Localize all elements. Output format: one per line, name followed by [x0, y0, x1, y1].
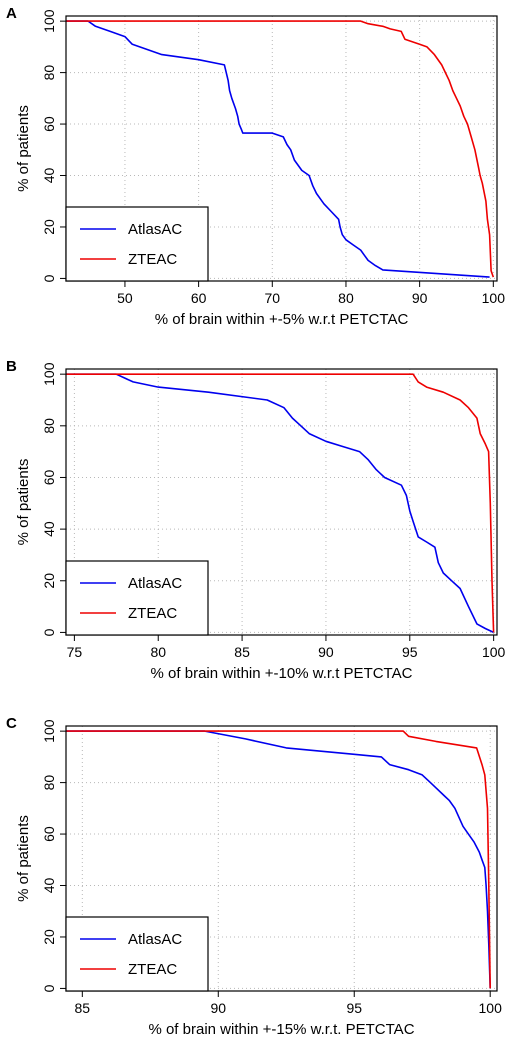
- y-tick-label: 100: [41, 9, 57, 33]
- legend: AtlasAC ZTEAC: [65, 206, 209, 282]
- legend: AtlasAC ZTEAC: [65, 560, 209, 636]
- y-tick-label: 80: [41, 65, 57, 81]
- panel-b: 75 80 85 90 95 100 0 20 40 60 80 100 % of brain with…: [6, 358, 506, 682]
- x-tick-label: 70: [265, 290, 281, 306]
- y-tick-label: 60: [41, 469, 57, 485]
- legend-label-atlasac: AtlasAC: [128, 931, 182, 948]
- x-axis-label: % of brain within +-15% w.r.t. PETCTAC: [148, 1021, 414, 1038]
- y-tick-label: 0: [41, 984, 57, 992]
- legend-label-zteac: ZTEAC: [128, 605, 177, 622]
- y-tick-label: 0: [41, 628, 57, 636]
- x-tick-label: 85: [75, 1000, 91, 1016]
- legend-label-zteac: ZTEAC: [128, 961, 177, 978]
- panel-letter: B: [6, 358, 17, 375]
- x-tick-label: 50: [117, 290, 133, 306]
- y-tick-label: 80: [41, 418, 57, 434]
- legend-label-atlasac: AtlasAC: [128, 575, 182, 592]
- panel-c: 85 90 95 100 0 20 40 60 80 100 % of brain within +…: [6, 715, 502, 1038]
- plot-frame: [65, 725, 498, 992]
- legend-label-atlasac: AtlasAC: [128, 221, 182, 238]
- y-tick-label: 100: [41, 362, 57, 386]
- x-tick-label: 100: [482, 290, 506, 306]
- legend: AtlasAC ZTEAC: [65, 916, 209, 992]
- x-axis-label: % of brain within +-10% w.r.t PETCTAC: [151, 665, 413, 682]
- x-axis-label: % of brain within +-5% w.r.t PETCTAC: [155, 311, 409, 328]
- legend-box: [65, 560, 209, 636]
- series-line-zteac: [66, 373, 495, 633]
- panel-letter: C: [6, 715, 17, 732]
- y-tick-label: 60: [41, 116, 57, 132]
- y-tick-label: 20: [41, 573, 57, 589]
- x-tick-label: 60: [191, 290, 207, 306]
- x-tick-label: 80: [338, 290, 354, 306]
- panel-a: 50 60 70 80 90 100 0 20 40 60 80 100 % of brain with…: [6, 5, 505, 328]
- panel-letter: A: [6, 5, 17, 22]
- y-tick-label: 40: [41, 168, 57, 184]
- y-tick-label: 80: [41, 775, 57, 791]
- y-axis-label: % of patients: [15, 459, 32, 546]
- y-tick-label: 60: [41, 826, 57, 842]
- x-tick-label: 85: [234, 644, 250, 660]
- series-line-atlasac: [66, 730, 491, 989]
- y-tick-label: 40: [41, 878, 57, 894]
- plot-frame: [65, 15, 498, 282]
- y-axis-label: % of patients: [15, 815, 32, 902]
- legend-box: [65, 916, 209, 992]
- plot-frame: [65, 368, 498, 636]
- y-tick-label: 0: [41, 274, 57, 282]
- legend-box: [65, 206, 209, 282]
- x-tick-label: 75: [67, 644, 83, 660]
- y-tick-label: 20: [41, 929, 57, 945]
- x-tick-label: 90: [210, 1000, 226, 1016]
- y-tick-label: 40: [41, 521, 57, 537]
- series-line-zteac: [66, 20, 495, 278]
- series-line-zteac: [66, 730, 491, 989]
- x-tick-label: 100: [479, 1000, 503, 1016]
- y-tick-label: 20: [41, 219, 57, 235]
- x-tick-label: 95: [346, 1000, 362, 1016]
- x-tick-label: 100: [482, 644, 506, 660]
- legend-label-zteac: ZTEAC: [128, 251, 177, 268]
- x-tick-label: 95: [402, 644, 418, 660]
- series-line-atlasac: [66, 373, 494, 634]
- x-tick-label: 90: [318, 644, 334, 660]
- y-axis-label: % of patients: [15, 105, 32, 192]
- series-line-atlasac: [66, 20, 490, 278]
- x-tick-label: 80: [150, 644, 166, 660]
- x-tick-label: 90: [412, 290, 428, 306]
- y-tick-label: 100: [41, 719, 57, 743]
